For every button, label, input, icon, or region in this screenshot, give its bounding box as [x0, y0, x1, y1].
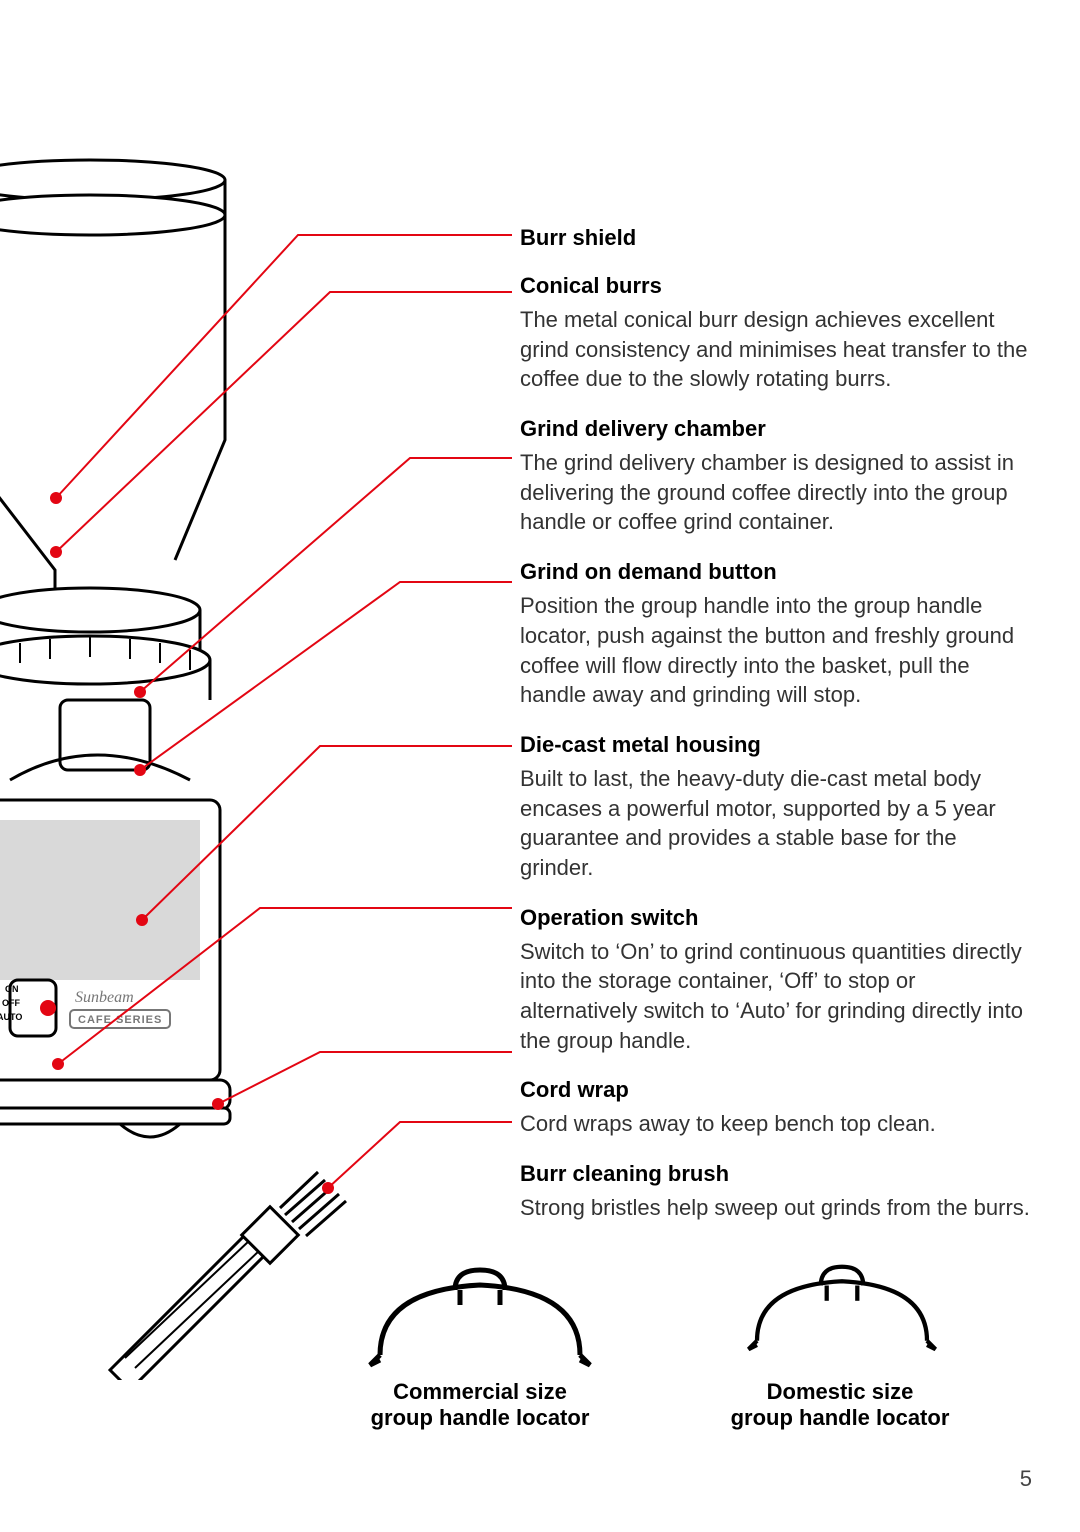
callout: Operation switch Switch to ‘On’ to grind …	[520, 905, 1030, 1056]
callout: Grind on demand button Position the group…	[520, 559, 1030, 710]
callout-body: Position the group handle into the group…	[520, 591, 1030, 710]
switch-auto-label: AUTO	[0, 1012, 22, 1022]
callout-title: Operation switch	[520, 905, 1030, 931]
domestic-locator-line2: group handle locator	[690, 1405, 990, 1431]
callout: Die-cast metal housing Built to last, the…	[520, 732, 1030, 883]
page-number: 5	[1020, 1466, 1032, 1492]
callout-title: Grind on demand button	[520, 559, 1030, 585]
domestic-locator-line1: Domestic size	[690, 1379, 990, 1405]
callout-body: Built to last, the heavy-duty die-cast m…	[520, 764, 1030, 883]
callout-body: Strong bristles help sweep out grinds fr…	[520, 1193, 1030, 1223]
domestic-locator: Domestic size group handle locator	[690, 1260, 990, 1431]
callout: Cord wrap Cord wraps away to keep bench t…	[520, 1077, 1030, 1139]
callout: Burr shield	[520, 225, 1030, 251]
grinder-svg: ON OFF AUTO Sunbeam CAFE SERIES	[0, 140, 320, 1240]
callout-body: Switch to ‘On’ to grind continuous quant…	[520, 937, 1030, 1056]
cleaning-brush-diagram	[100, 1160, 360, 1380]
callout-body: Cord wraps away to keep bench top clean.	[520, 1109, 1030, 1139]
manual-page: ON OFF AUTO Sunbeam CAFE SERIES	[0, 0, 1080, 1532]
callout-column: Burr shield Conical burrs The metal conica…	[520, 225, 1030, 1245]
commercial-locator-line1: Commercial size	[330, 1379, 630, 1405]
callout: Burr cleaning brush Strong bristles help …	[520, 1161, 1030, 1223]
callout: Conical burrs The metal conical burr desi…	[520, 273, 1030, 394]
brand-script: Sunbeam	[75, 989, 134, 1006]
callout-title: Conical burrs	[520, 273, 1030, 299]
callout-title: Cord wrap	[520, 1077, 1030, 1103]
callout-title: Die-cast metal housing	[520, 732, 1030, 758]
commercial-locator: Commercial size group handle locator	[330, 1260, 630, 1431]
series-badge: CAFE SERIES	[78, 1014, 162, 1026]
callout-title: Burr cleaning brush	[520, 1161, 1030, 1187]
callout-title: Grind delivery chamber	[520, 416, 1030, 442]
callout: Grind delivery chamber The grind delivery…	[520, 416, 1030, 537]
locator-row: Commercial size group handle locator Dom…	[330, 1260, 1030, 1431]
callout-body: The metal conical burr design achieves e…	[520, 305, 1030, 394]
callout-title: Burr shield	[520, 225, 1030, 251]
commercial-locator-line2: group handle locator	[330, 1405, 630, 1431]
domestic-locator-icon	[720, 1260, 960, 1370]
grinder-diagram: ON OFF AUTO Sunbeam CAFE SERIES	[0, 140, 320, 1240]
switch-off-label: OFF	[2, 998, 20, 1008]
switch-on-label: ON	[5, 984, 19, 994]
commercial-locator-icon	[360, 1260, 600, 1370]
callout-body: The grind delivery chamber is designed t…	[520, 448, 1030, 537]
